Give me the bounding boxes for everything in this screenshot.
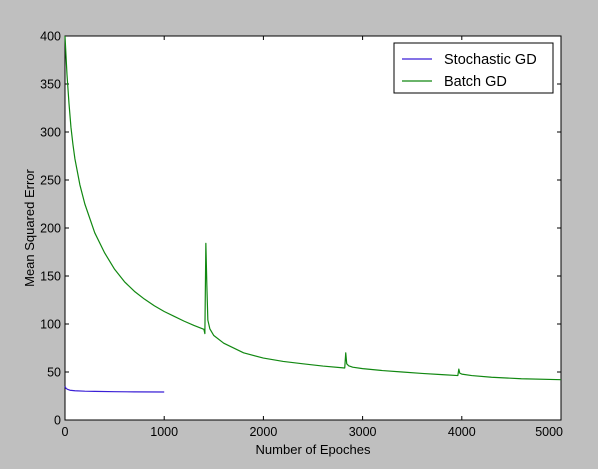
series-line-stochastic-gd: [64, 386, 165, 393]
x-tick-label: 0: [62, 425, 69, 439]
y-tick-label: 0: [54, 414, 61, 428]
x-tick-label: 2000: [249, 425, 277, 439]
x-tick-label: 5000: [535, 425, 563, 439]
x-tick-label: 3000: [349, 425, 377, 439]
y-tick-label: 300: [40, 126, 61, 140]
legend-box: [393, 42, 554, 94]
plot-area: [64, 35, 562, 421]
legend-label-batch-gd: Batch GD: [444, 74, 507, 90]
y-tick-label: 350: [40, 78, 61, 92]
x-tick-label: 4000: [448, 425, 476, 439]
y-tick-label: 50: [47, 366, 61, 380]
y-axis-label: Mean Squared Error: [22, 168, 37, 286]
y-tick-label: 400: [40, 30, 61, 44]
legend-label-stochastic-gd: Stochastic GD: [444, 52, 537, 68]
y-tick-label: 150: [40, 270, 61, 284]
y-tick-label: 200: [40, 222, 61, 236]
series-line-batch-gd: [64, 35, 562, 381]
x-axis-label: Number of Epoches: [256, 442, 371, 457]
x-axis: 0 1000 2000 3000 4000 5000: [62, 36, 563, 439]
y-tick-label: 250: [40, 174, 61, 188]
x-tick-label: 1000: [150, 425, 178, 439]
y-axis: 0 50 100 150 200 250 300 350 400: [40, 30, 561, 428]
legend: Stochastic GD Batch GD: [393, 42, 554, 94]
series-layer: [64, 35, 562, 393]
y-tick-label: 100: [40, 318, 61, 332]
